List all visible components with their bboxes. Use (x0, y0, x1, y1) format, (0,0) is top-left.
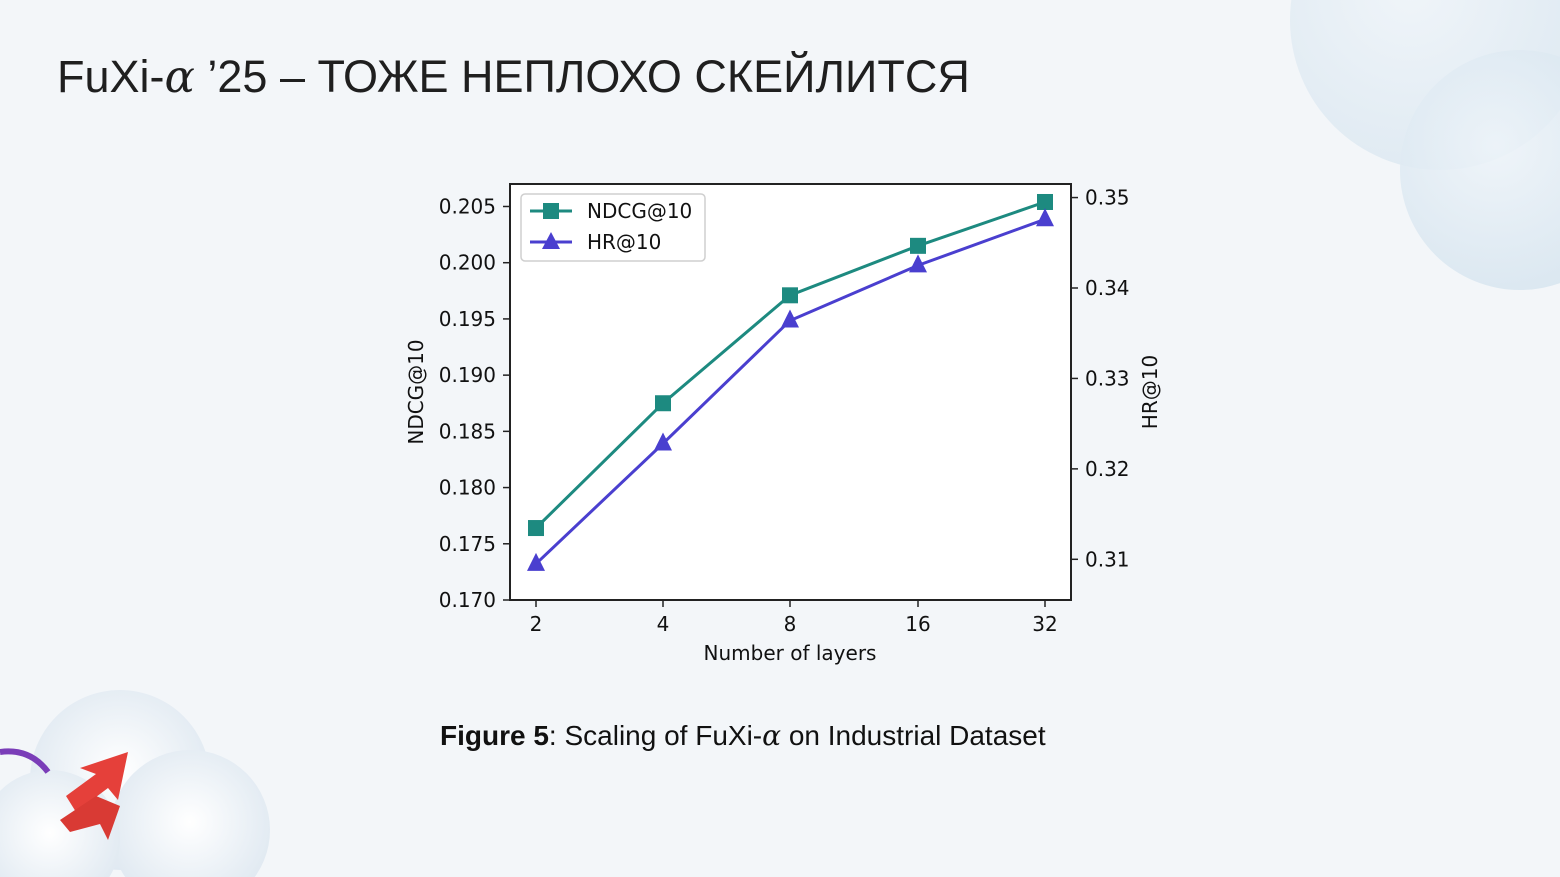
legend: NDCG@10 HR@10 (520, 193, 706, 262)
y-left-tick-label: 0.170 (439, 588, 496, 612)
y-left-tick-label: 0.205 (439, 194, 496, 218)
legend-marker-hr (542, 232, 560, 249)
y-axis-left-label: NDCG@10 (404, 339, 428, 444)
y-right-tick-label: 0.35 (1085, 186, 1130, 210)
y-left-tick-label: 0.195 (439, 307, 496, 331)
y-axis-right-label: HR@10 (1138, 355, 1162, 429)
legend-label-ndcg: NDCG@10 (587, 199, 692, 223)
y-left-tick-label: 0.190 (439, 363, 496, 387)
hr-point (654, 432, 672, 451)
hr-point (1036, 208, 1054, 227)
hr-point (909, 254, 927, 273)
ndcg-point (910, 237, 926, 254)
y-left-tick-label: 0.200 (439, 251, 496, 275)
legend-marker-ndcg (543, 203, 559, 219)
figure-label: Figure 5 (440, 720, 549, 751)
y-axis-right: 0.31 0.32 0.33 0.34 0.35 (1071, 186, 1130, 571)
x-axis: 2 4 8 16 32 (530, 600, 1058, 636)
legend-label-hr: HR@10 (587, 230, 661, 254)
ndcg-point (528, 520, 544, 537)
y-left-tick-label: 0.185 (439, 419, 496, 443)
y-axis-left: 0.170 0.175 0.180 0.185 0.190 0.195 0.200 0.205 (439, 194, 510, 612)
y-right-tick-label: 0.31 (1085, 547, 1130, 571)
y-right-tick-label: 0.33 (1085, 366, 1130, 390)
y-right-tick-label: 0.32 (1085, 457, 1130, 481)
hr-point (781, 309, 799, 328)
x-tick-label: 16 (905, 612, 930, 636)
x-tick-label: 32 (1032, 612, 1057, 636)
slide-title: FuXi-α ’25 – ТОЖЕ НЕПЛОХО СКЕЙЛИТСЯ (57, 50, 970, 103)
y-left-tick-label: 0.175 (439, 532, 496, 556)
x-axis-label: Number of layers (704, 641, 877, 665)
ndcg-point (782, 287, 798, 304)
x-tick-label: 8 (784, 612, 797, 636)
x-tick-label: 4 (657, 612, 670, 636)
y-left-tick-label: 0.180 (439, 476, 496, 500)
hr-point (527, 552, 545, 571)
ndcg-point (1037, 193, 1053, 210)
ndcg-point (655, 395, 671, 412)
y-right-tick-label: 0.34 (1085, 276, 1130, 300)
figure-caption: Figure 5: Scaling of FuXi-α on Industria… (440, 719, 1046, 752)
x-tick-label: 2 (530, 612, 543, 636)
